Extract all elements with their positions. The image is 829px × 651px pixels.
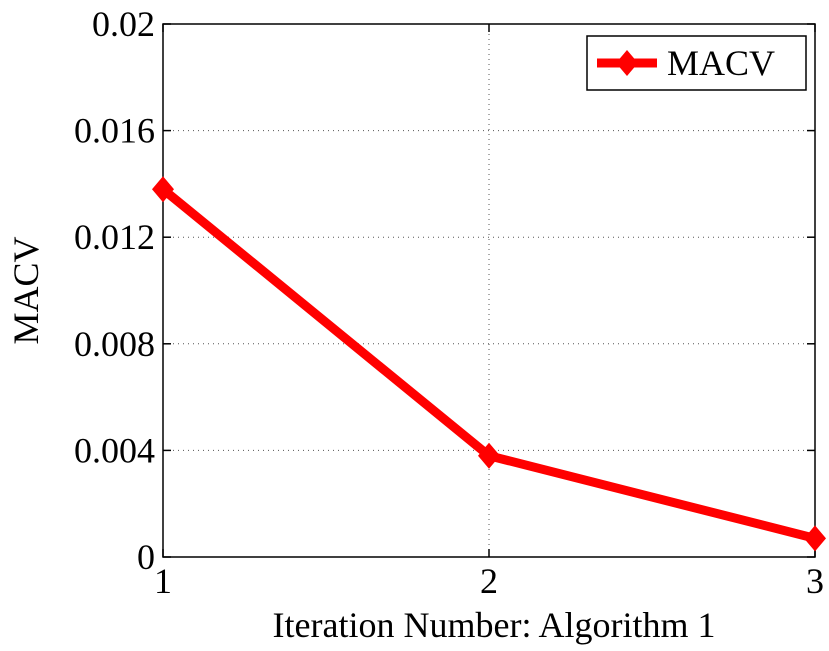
data-point-marker <box>152 176 174 203</box>
series-line-macv <box>160 185 817 543</box>
data-point-marker <box>478 442 500 469</box>
gridlines <box>163 24 815 557</box>
legend: MACV <box>586 35 807 91</box>
legend-label: MACV <box>667 43 775 83</box>
axis-ticks: 0 0.004 0.008 0.012 0.016 0.02 1 2 3 <box>74 4 824 601</box>
y-tick-label: 0.02 <box>92 4 155 44</box>
x-tick-label: 2 <box>480 561 498 601</box>
y-tick-label: 0.012 <box>74 217 155 257</box>
data-point-marker <box>804 525 826 552</box>
x-axis-title: Iteration Number: Algorithm 1 <box>273 605 716 645</box>
series-group <box>152 176 826 552</box>
legend-diamond-marker <box>616 50 638 76</box>
x-tick-label: 3 <box>806 561 824 601</box>
y-tick-label: 0 <box>137 537 155 577</box>
x-tick-label: 1 <box>154 561 172 601</box>
y-axis-title: MACV <box>6 236 46 344</box>
y-tick-label: 0.008 <box>74 324 155 364</box>
y-tick-label: 0.004 <box>74 430 155 470</box>
y-tick-label: 0.016 <box>74 111 155 151</box>
plot-area-frame <box>162 23 816 558</box>
